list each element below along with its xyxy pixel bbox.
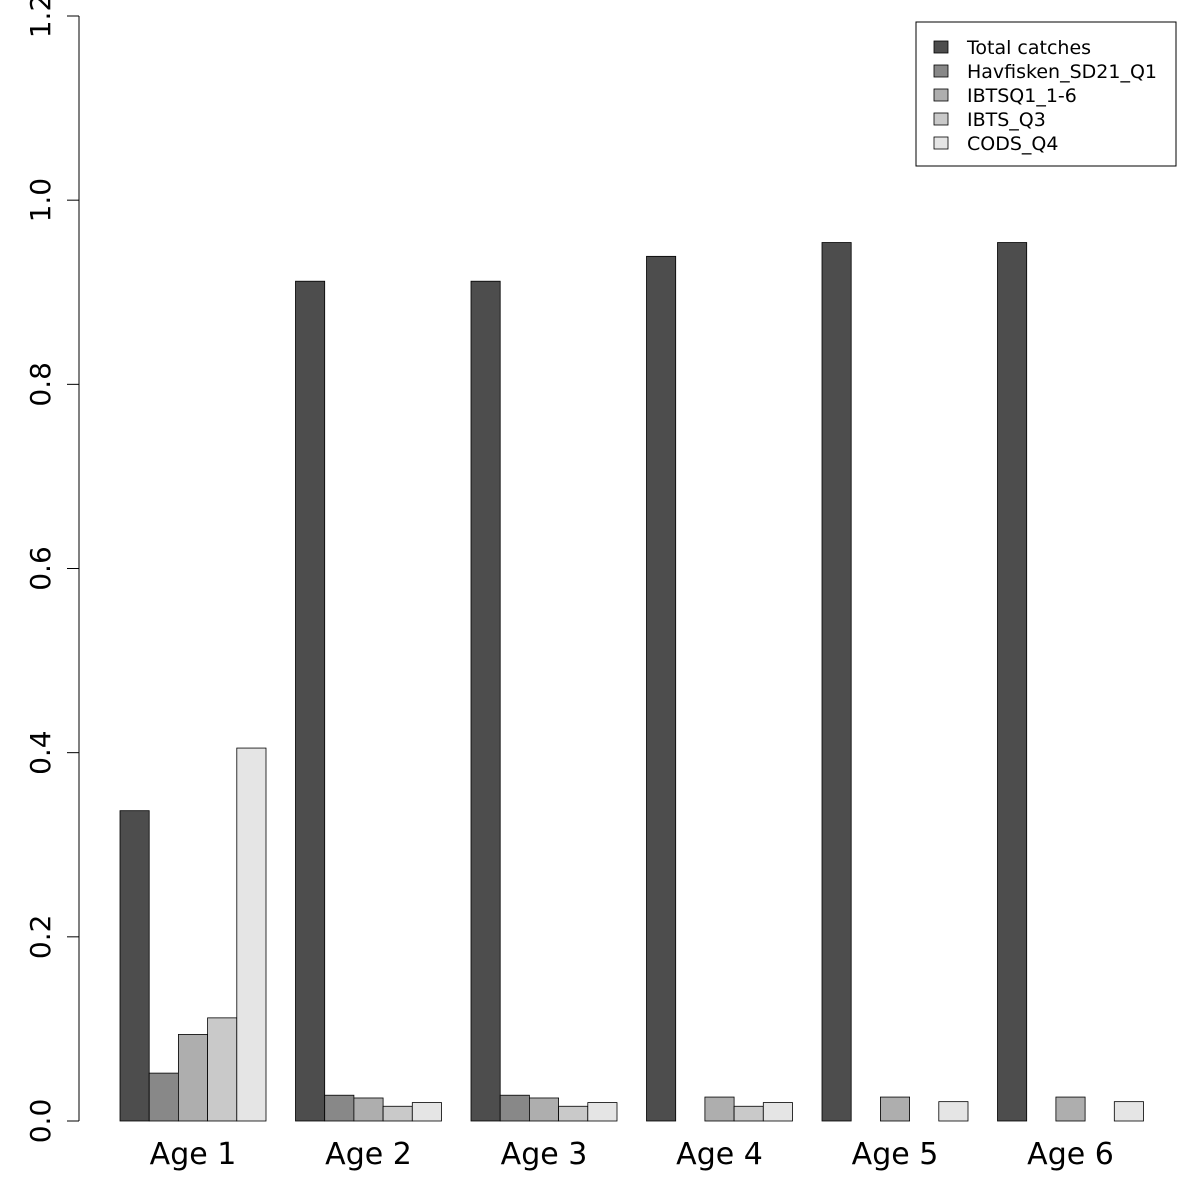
legend-label: IBTS_Q3 bbox=[967, 109, 1046, 131]
bar-ibts-q3-age-2 bbox=[382, 1105, 413, 1122]
bar-cods-q4-age-1 bbox=[236, 747, 267, 1122]
bar-total-catches-age-2 bbox=[295, 280, 326, 1122]
legend-swatch bbox=[933, 64, 949, 78]
y-tick-label: 0.8 bbox=[24, 362, 57, 407]
y-tick-label: 0.2 bbox=[24, 915, 57, 960]
bar-total-catches-age-5 bbox=[821, 242, 852, 1122]
bar-cods-q4-age-4 bbox=[762, 1102, 793, 1122]
legend-swatch bbox=[933, 112, 949, 126]
x-category-label: Age 5 bbox=[852, 1137, 939, 1172]
legend-box bbox=[915, 21, 1177, 167]
bar-ibts-q3-age-3 bbox=[558, 1105, 589, 1122]
x-category-label: Age 1 bbox=[150, 1137, 237, 1172]
bar-ibtsq1-1-6-age-5 bbox=[880, 1096, 911, 1122]
y-axis: 0.0 0.2 0.4 0.6 0.8 1.0 1.2 bbox=[24, 0, 80, 1144]
bar-ibtsq1-1-6-age-4 bbox=[704, 1096, 735, 1122]
bar-ibtsq1-1-6-age-6 bbox=[1055, 1096, 1086, 1122]
x-axis-labels: Age 1 Age 2 Age 3 Age 4 Age 5 Age 6 bbox=[150, 1137, 1114, 1172]
x-category-label: Age 3 bbox=[501, 1137, 588, 1172]
bar-cods-q4-age-3 bbox=[587, 1102, 618, 1122]
y-tick-label: 1.0 bbox=[24, 178, 57, 223]
bar-ibts-q3-age-4 bbox=[733, 1105, 764, 1122]
bar-total-catches-age-3 bbox=[470, 280, 501, 1122]
legend-swatch bbox=[933, 40, 949, 54]
legend-label: Havfisken_SD21_Q1 bbox=[967, 61, 1157, 83]
bar-ibts-q3-age-1 bbox=[207, 1017, 238, 1122]
bar-total-catches-age-1 bbox=[119, 810, 150, 1122]
legend-swatch bbox=[933, 136, 949, 150]
y-tick-label: 1.2 bbox=[24, 0, 57, 38]
legend-swatch bbox=[933, 88, 949, 102]
bar-ibtsq1-1-6-age-1 bbox=[177, 1034, 208, 1122]
legend-label: IBTSQ1_1-6 bbox=[967, 85, 1077, 107]
bar-ibtsq1-1-6-age-3 bbox=[529, 1097, 560, 1122]
x-category-label: Age 4 bbox=[676, 1137, 763, 1172]
bar-cods-q4-age-5 bbox=[938, 1101, 969, 1122]
bar-havfisken-sd21-q1-age-3 bbox=[499, 1094, 530, 1122]
bar-cods-q4-age-6 bbox=[1113, 1101, 1144, 1122]
x-category-label: Age 2 bbox=[325, 1137, 412, 1172]
y-tick-label: 0.4 bbox=[24, 730, 57, 775]
bar-cods-q4-age-2 bbox=[411, 1102, 442, 1122]
legend: Total catchesHavfisken_SD21_Q1IBTSQ1_1-6… bbox=[915, 21, 1177, 167]
y-tick-label: 0.0 bbox=[24, 1099, 57, 1144]
bar-havfisken-sd21-q1-age-1 bbox=[148, 1072, 179, 1122]
bar-ibtsq1-1-6-age-2 bbox=[353, 1097, 384, 1122]
y-tick-label: 0.6 bbox=[24, 546, 57, 591]
bars-group bbox=[119, 242, 1144, 1122]
bar-total-catches-age-4 bbox=[646, 255, 677, 1122]
bar-total-catches-age-6 bbox=[997, 242, 1028, 1122]
x-category-label: Age 6 bbox=[1027, 1137, 1114, 1172]
legend-label: CODS_Q4 bbox=[967, 133, 1058, 155]
legend-label: Total catches bbox=[966, 37, 1091, 59]
bar-havfisken-sd21-q1-age-2 bbox=[324, 1094, 355, 1122]
